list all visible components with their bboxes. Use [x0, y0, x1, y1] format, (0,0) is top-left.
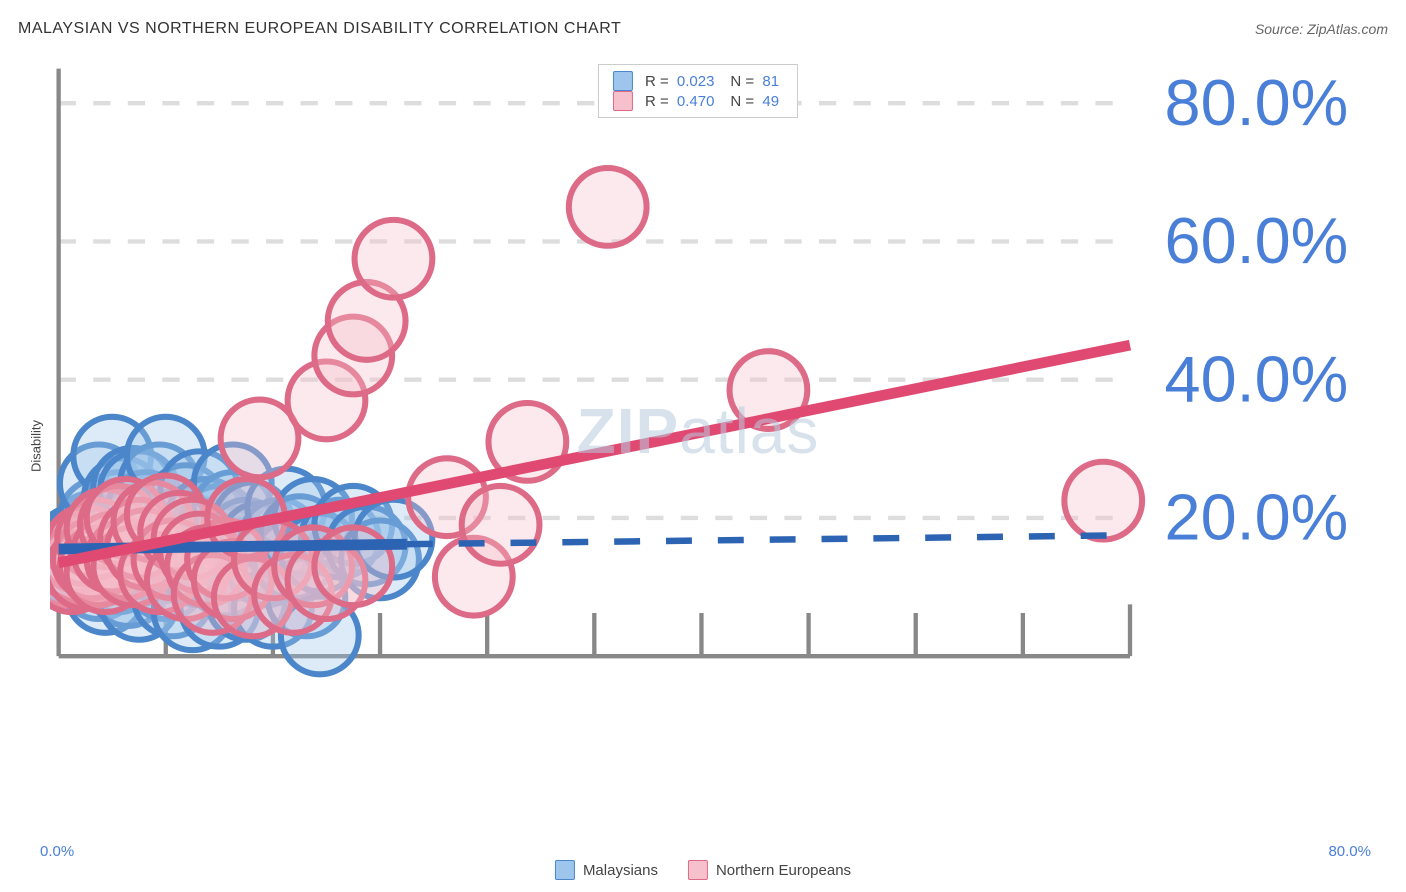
- legend-swatch: [555, 860, 575, 880]
- x-axis-start-label: 0.0%: [40, 843, 74, 860]
- svg-text:20.0%: 20.0%: [1165, 481, 1346, 554]
- svg-text:40.0%: 40.0%: [1165, 342, 1346, 415]
- chart-area: 20.0%40.0%60.0%80.0% ZIPatlas R = 0.023N…: [50, 60, 1346, 832]
- legend-label: Malaysians: [583, 862, 658, 879]
- legend-stats: R = 0.023 N = 81 R = 0.470 N = 49: [598, 64, 798, 118]
- legend-item: Northern Europeans: [688, 860, 851, 880]
- x-axis-end-label: 80.0%: [1328, 843, 1371, 860]
- r-value: 0.023: [677, 73, 715, 90]
- scatter-plot: 20.0% 40.0% 60.0% 80.0%: [50, 60, 1346, 708]
- legend-swatch: [613, 91, 633, 111]
- legend-label: Northern Europeans: [716, 862, 851, 879]
- source-attribution: Source: ZipAtlas.com: [1255, 21, 1388, 37]
- r-label: R = 0.023: [645, 73, 718, 90]
- n-label: N = 49: [730, 93, 783, 110]
- source-name: ZipAtlas.com: [1307, 21, 1388, 37]
- legend-series: Malaysians Northern Europeans: [555, 860, 851, 880]
- header: MALAYSIAN VS NORTHERN EUROPEAN DISABILIT…: [18, 20, 1388, 38]
- legend-swatch: [613, 71, 633, 91]
- n-label: N = 81: [730, 73, 783, 90]
- svg-text:60.0%: 60.0%: [1165, 204, 1346, 277]
- r-label: R = 0.470: [645, 93, 718, 110]
- legend-item: Malaysians: [555, 860, 658, 880]
- r-value: 0.470: [677, 93, 715, 110]
- chart-title: MALAYSIAN VS NORTHERN EUROPEAN DISABILIT…: [18, 20, 621, 38]
- y-axis-label: Disability: [29, 420, 44, 472]
- n-value: 49: [762, 93, 779, 110]
- n-value: 81: [762, 73, 779, 90]
- legend-stat-row: R = 0.470 N = 49: [613, 91, 783, 111]
- svg-text:80.0%: 80.0%: [1165, 66, 1346, 139]
- legend-stat-row: R = 0.023 N = 81: [613, 71, 783, 91]
- source-prefix: Source:: [1255, 21, 1307, 37]
- legend-swatch: [688, 860, 708, 880]
